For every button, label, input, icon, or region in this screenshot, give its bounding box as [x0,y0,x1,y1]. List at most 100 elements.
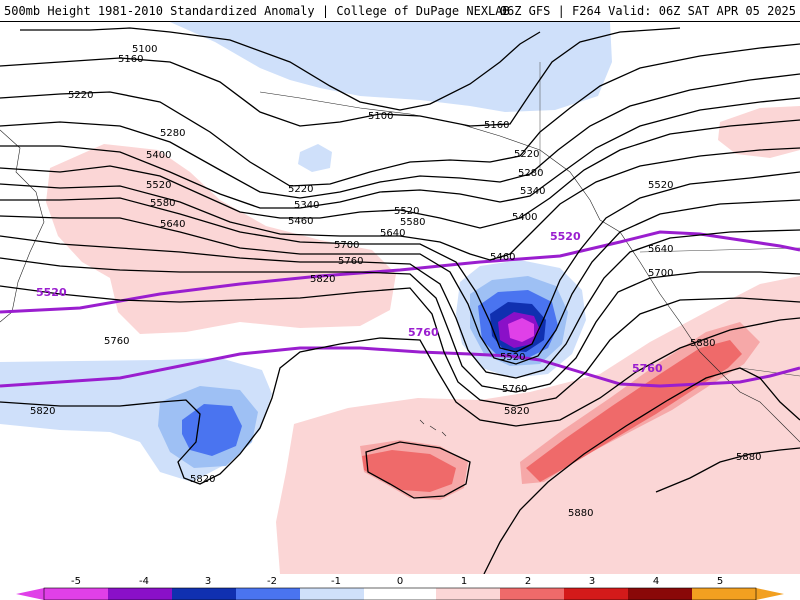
contour-label-5160: 5160 [118,54,143,65]
contour-label-5640: 5640 [380,228,405,239]
height-contour-5760 [0,285,800,407]
anomaly-area-neg1 [298,144,332,172]
hawaii-islands [419,419,447,437]
positive-anomaly-shading [46,106,800,574]
contour-label-5820: 5820 [190,474,215,485]
contour-label-5520: 5520 [500,352,525,363]
reference-contour-5520 [0,230,800,314]
colorbar-swatch [436,588,500,600]
height-contour-5880 [655,447,800,493]
height-contour-5160 [0,27,681,127]
canada-us-border [639,247,800,253]
contour-label-5820: 5820 [310,274,335,285]
color-scale-bar: -5 -4 3 -2 -1 0 1 2 3 4 5 [0,574,800,600]
us-mexico-border [739,367,800,377]
colorbar-swatch [108,588,172,600]
height-contour-5280 [0,73,800,199]
anomaly-map: 5100 5100 5160 5160 5220 5220 5220 5280 … [0,22,800,574]
anomaly-area-pos1 [46,144,396,334]
colorbar-tick-label: 3 [589,576,595,587]
colorbar-swatch [300,588,364,600]
colorbar-swatch-neutral [364,588,436,600]
geographic-outlines [0,62,800,443]
colorbar-tick-label: -1 [331,576,341,587]
map-header: 500mb Height 1981-2010 Standardized Anom… [0,0,800,22]
colorbar-swatch [756,588,784,600]
colorbar-tick-label: -2 [267,576,277,587]
reference-label-5760: 5760 [632,362,663,375]
colorbar-swatch [172,588,236,600]
height-contour-5400 [0,119,800,229]
contour-label-5100: 5100 [368,111,393,122]
colorbar-swatch [16,588,44,600]
contour-label-5460: 5460 [288,216,313,227]
anomaly-area-pos1 [276,276,800,574]
height-contour-5880 [483,367,800,574]
anomaly-area-pos1 [718,106,800,158]
height-contour-5460 [0,147,800,261]
reference-contour-5760 [0,346,800,388]
anomaly-area-neg2 [182,404,242,456]
alaska-coastline [259,91,601,221]
colorbar-swatch [564,588,628,600]
model-run-label: 06Z GFS | F264 Valid: 06Z SAT APR 05 202… [499,4,796,18]
contour-label-5760: 5760 [502,384,527,395]
colorbar-swatch [236,588,300,600]
contour-label-5580: 5580 [400,217,425,228]
contour-label-5580: 5580 [150,198,175,209]
map-title: 500mb Height 1981-2010 Standardized Anom… [4,4,510,18]
colorbar-tick-label: 2 [525,576,531,587]
contour-label-5520: 5520 [146,180,171,191]
contour-label-5700: 5700 [648,268,673,279]
colorbar-tick-label: 0 [397,576,403,587]
asia-coastline [0,129,45,323]
reference-contours [0,230,800,388]
colorbar-tick-label: 3 [205,576,211,587]
contour-label-5460: 5460 [490,252,515,263]
anomaly-area-neg5 [508,318,534,342]
negative-anomaly-shading [0,22,612,482]
height-contour-5520 [0,171,800,353]
height-contour-5100 [20,27,541,111]
colorbar-swatch [44,588,108,600]
contour-label-5220: 5220 [514,149,539,160]
reference-label-5520: 5520 [550,230,581,243]
contour-labels: 5100 5100 5160 5160 5220 5220 5220 5280 … [30,44,761,519]
contour-label-5880: 5880 [736,452,761,463]
colorbar-tick-label: 4 [653,576,659,587]
contour-label-5640: 5640 [648,244,673,255]
contour-label-5280: 5280 [518,168,543,179]
colorbar-swatch [692,588,756,600]
reference-contour-labels: 5520 5520 5760 5760 [36,230,663,375]
contour-label-5820: 5820 [30,406,55,417]
contour-label-5760: 5760 [338,256,363,267]
contour-label-5760: 5760 [104,336,129,347]
contour-label-5520: 5520 [394,206,419,217]
contour-label-5340: 5340 [294,200,319,211]
contour-label-5220: 5220 [288,184,313,195]
height-contour-5820 [0,317,800,485]
reference-label-5760: 5760 [408,326,439,339]
colorbar-tick-label: 1 [461,576,467,587]
contour-label-5100: 5100 [132,44,157,55]
color-scale-ticks: -5 -4 3 -2 -1 0 1 2 3 4 5 [71,576,723,587]
anomaly-area-pos2 [526,340,742,482]
height-contour-5700 [0,257,800,393]
colorbar-outline [43,587,757,600]
height-contour-5340 [0,97,800,209]
colorbar-tick-label: 5 [717,576,723,587]
height-contours [0,27,800,574]
contour-label-5880: 5880 [568,508,593,519]
contour-label-5820: 5820 [504,406,529,417]
contour-label-5280: 5280 [160,128,185,139]
contour-label-5880: 5880 [690,338,715,349]
colorbar-tick-label: -4 [139,576,149,587]
anomaly-area-neg1 [170,22,612,112]
contour-label-5220: 5220 [68,90,93,101]
contour-label-5400: 5400 [146,150,171,161]
height-contour-5640 [0,229,800,379]
height-contour-5880 [365,441,471,499]
contour-label-5400: 5400 [512,212,537,223]
height-contour-5220 [0,43,800,187]
contour-label-5520: 5520 [648,180,673,191]
